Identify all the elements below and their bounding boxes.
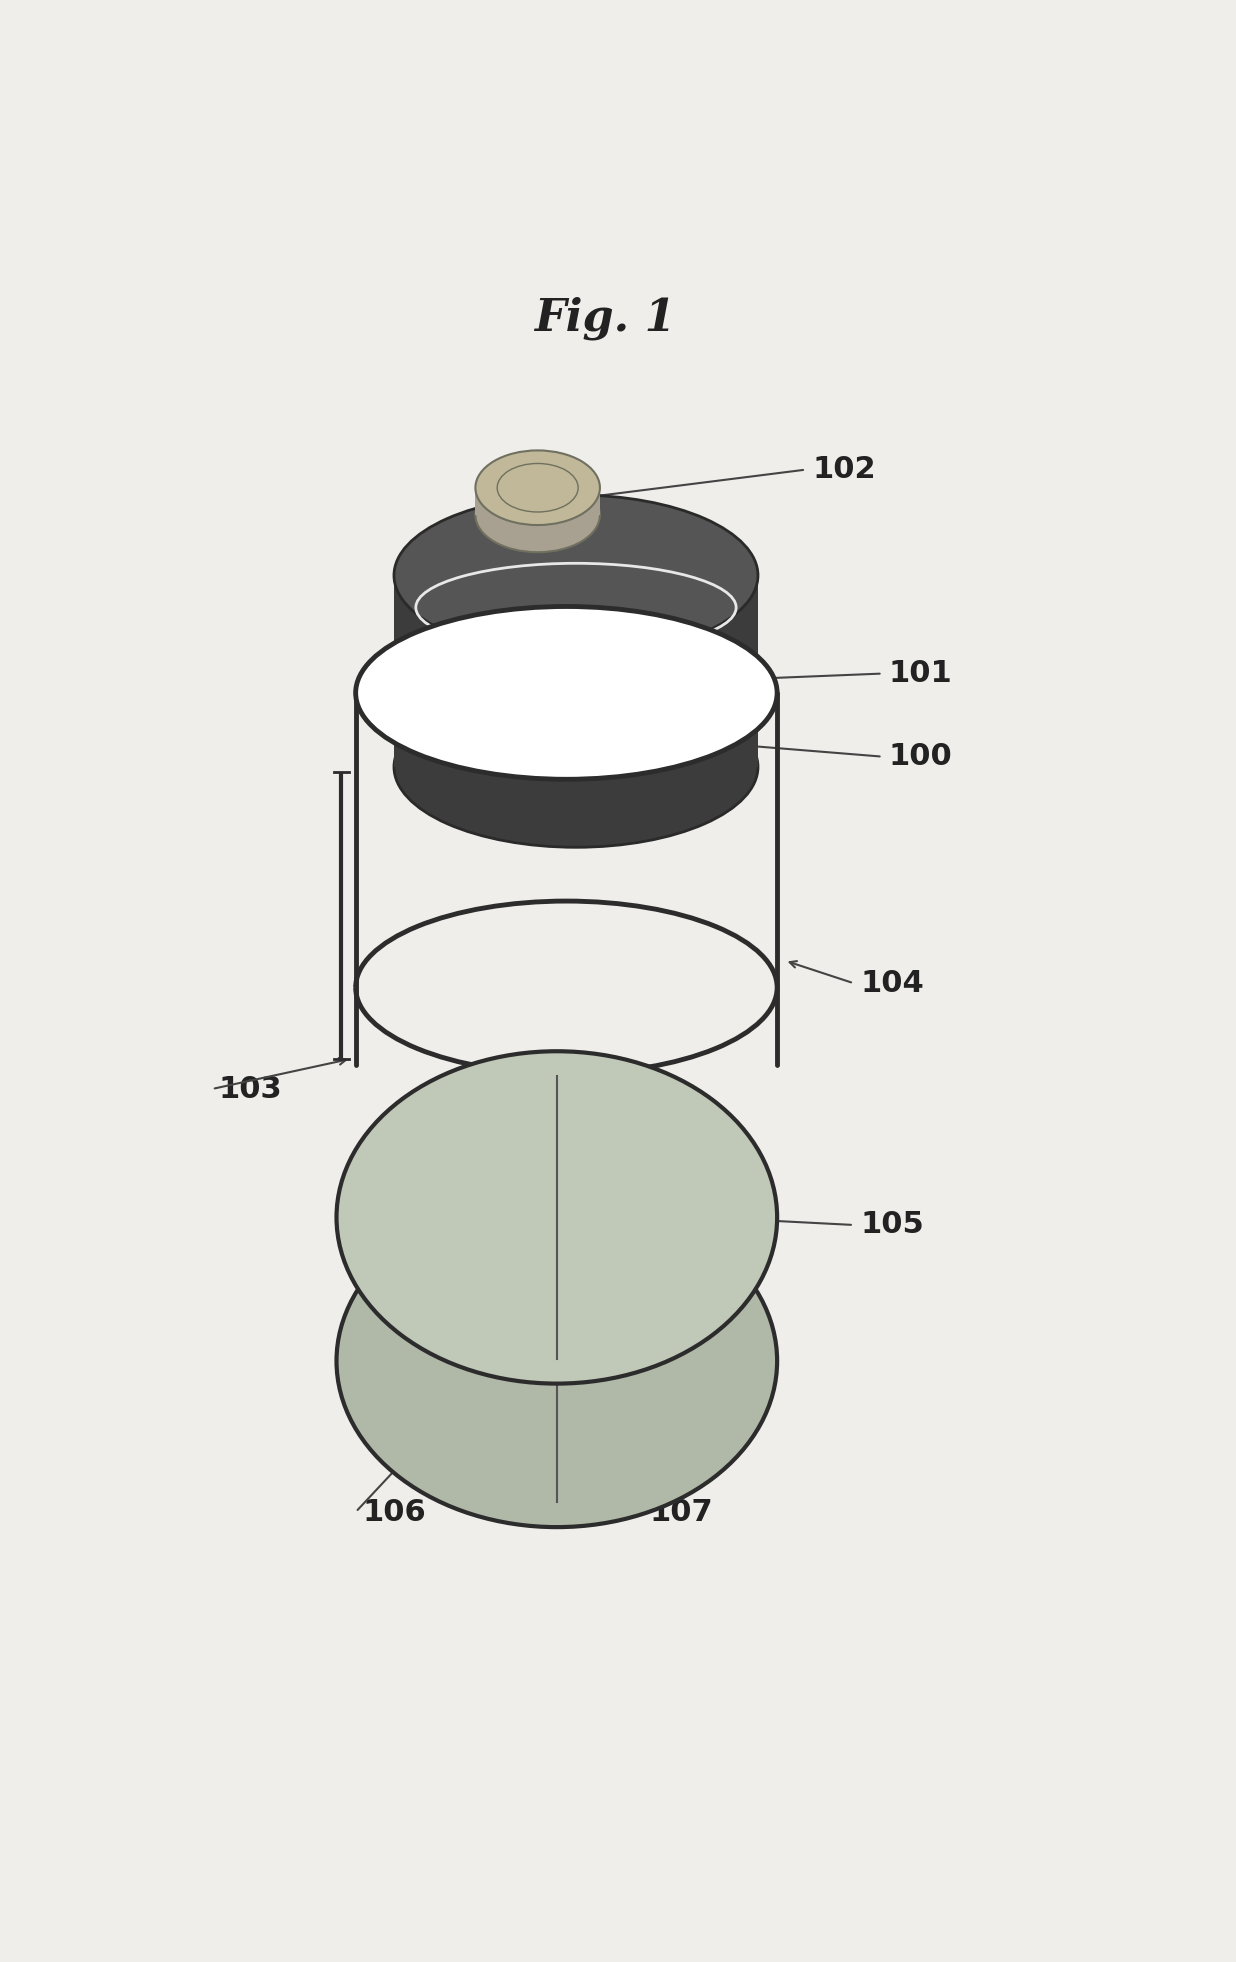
Text: 107: 107 — [650, 1497, 713, 1526]
Ellipse shape — [476, 451, 599, 526]
Ellipse shape — [476, 477, 599, 551]
Ellipse shape — [336, 1195, 777, 1526]
Text: 102: 102 — [812, 455, 876, 485]
Text: 100: 100 — [889, 742, 953, 771]
Text: 105: 105 — [860, 1211, 925, 1240]
Text: Fig. 1: Fig. 1 — [534, 296, 676, 339]
Polygon shape — [476, 489, 599, 514]
Text: 106: 106 — [362, 1497, 426, 1526]
Text: 101: 101 — [889, 659, 953, 689]
Ellipse shape — [336, 1052, 777, 1383]
Polygon shape — [394, 575, 758, 767]
Ellipse shape — [394, 494, 758, 655]
Text: 103: 103 — [219, 1075, 282, 1103]
Ellipse shape — [356, 606, 777, 779]
Ellipse shape — [394, 687, 758, 848]
Text: 104: 104 — [860, 969, 925, 999]
